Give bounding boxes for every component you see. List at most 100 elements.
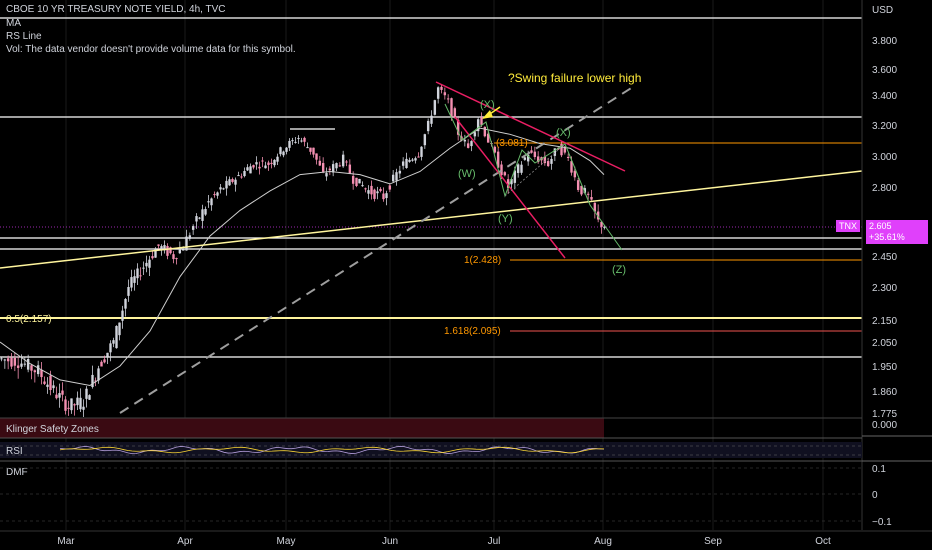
candle-body (26, 359, 30, 370)
candle-body (121, 310, 124, 321)
candle-body (195, 216, 198, 222)
candle-body (364, 188, 367, 190)
candle-body (207, 201, 210, 203)
candle-body (148, 259, 151, 268)
candle-body (523, 157, 527, 160)
candle-body (166, 246, 169, 256)
candle-body (185, 236, 188, 251)
price-axis-unit: USD (872, 5, 893, 16)
candle-body (405, 158, 408, 168)
candle-body (237, 175, 240, 177)
rising-trendline (0, 170, 863, 269)
candle-body (446, 98, 450, 100)
candle-body (338, 165, 342, 167)
candle-body (142, 267, 145, 269)
candle-body (103, 359, 106, 363)
candle-body (82, 406, 85, 410)
candle-body (97, 368, 100, 381)
swing-arrow-head (482, 110, 493, 119)
candle-body (309, 147, 312, 152)
candle-body (420, 146, 423, 157)
candle-body (76, 397, 79, 406)
wave-label-w: (W) (458, 168, 476, 180)
candle-body (191, 226, 195, 230)
price-tick-label: 3.000 (872, 152, 897, 163)
grid (65, 0, 824, 530)
candle-body (234, 179, 237, 185)
candle-body (345, 161, 348, 163)
price-tick-label: 2.800 (872, 183, 897, 194)
candle-body (88, 395, 91, 400)
candle-body (151, 256, 154, 259)
klinger-zone (0, 418, 604, 438)
candle-body (181, 249, 185, 251)
candle-body (172, 254, 175, 260)
klinger-value: 0.000 (872, 420, 897, 431)
candle-body (112, 340, 115, 344)
candle-body (109, 343, 112, 353)
time-axis[interactable]: Mar Apr May Jun Jul Aug Sep Oct (0, 530, 932, 547)
price-tick-label: 1.950 (872, 362, 897, 373)
candle-body (297, 138, 300, 140)
candle-body (276, 156, 279, 162)
candle-body (408, 159, 411, 162)
candle-body (115, 325, 118, 349)
candle-body (358, 178, 361, 184)
candle-body (583, 188, 587, 193)
trendlines (0, 81, 863, 414)
candle-body (163, 245, 166, 251)
candle-body (43, 381, 46, 384)
candle-body (503, 172, 507, 176)
wave-link (504, 143, 566, 197)
candle-body (603, 226, 606, 228)
candle-body (318, 160, 322, 166)
candle-body (496, 151, 500, 168)
legend-vol[interactable]: Vol: The data vendor doesn't provide vol… (6, 44, 296, 55)
candle-body (470, 141, 473, 147)
candle-body (546, 161, 550, 167)
candle-body (312, 147, 315, 155)
legend-ma[interactable]: MA (6, 18, 21, 29)
fib-label-05: 0.5(2.157) (6, 314, 52, 325)
candle-body (423, 134, 427, 146)
candle-body (157, 244, 160, 246)
wave-label-z: (Z) (612, 264, 626, 276)
candle-body (550, 158, 553, 164)
candle-body (563, 146, 567, 153)
candle-body (426, 120, 430, 132)
candle-body (49, 375, 52, 391)
candle-body (486, 133, 490, 143)
candle-body (30, 365, 33, 371)
candle-body (513, 170, 517, 183)
candle-body (385, 193, 388, 199)
candle-body (335, 163, 338, 169)
time-tick-label: Jul (488, 536, 501, 547)
candle-body (188, 235, 192, 239)
price-tick-label: 1.860 (872, 387, 897, 398)
candle-body (294, 141, 297, 143)
candle-body (480, 117, 483, 125)
candle-body (500, 164, 503, 176)
price-axis[interactable]: USD3.8003.6003.4003.2003.0002.8002.6002.… (861, 0, 897, 530)
legend-rs-line[interactable]: RS Line (6, 31, 42, 42)
candle-body (373, 189, 376, 199)
candle-body (303, 137, 306, 142)
candle-body (210, 198, 213, 206)
candle-body (433, 100, 437, 115)
candle-body (136, 268, 139, 279)
candle-body (483, 126, 487, 137)
candle-body (154, 249, 157, 258)
candle-body (79, 397, 82, 410)
candle-body (258, 166, 261, 169)
candle-body (219, 187, 222, 190)
legend-title[interactable]: CBOE 10 YR TREASURY NOTE YIELD, 4h, TVC (6, 4, 226, 15)
candle-body (596, 211, 600, 220)
candle-body (61, 390, 64, 395)
candle-body (20, 363, 23, 367)
candle-body (94, 380, 97, 382)
candle-body (279, 147, 282, 155)
candle-body (23, 363, 27, 365)
candle-body (391, 174, 395, 182)
candle-body (576, 180, 580, 190)
